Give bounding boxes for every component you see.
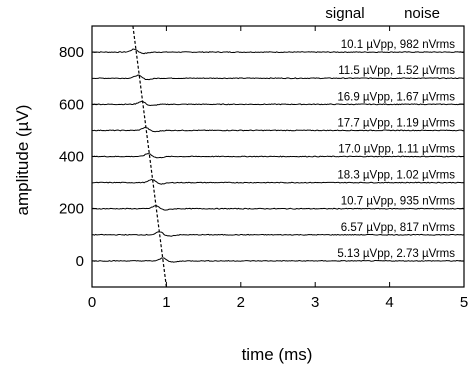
x-tick-label: 3: [311, 294, 319, 311]
trace-label: 10.1 µVpp, 982 nVrms: [341, 39, 455, 51]
x-tick-label: 1: [162, 294, 170, 311]
y-tick-label: 400: [59, 149, 84, 166]
trace-label: 16.9 µVpp, 1.67 µVrms: [337, 91, 455, 103]
signal-column-header: signal: [325, 5, 364, 22]
y-tick-label: 200: [59, 201, 84, 218]
y-axis-label: amplitude (µV): [13, 105, 32, 216]
trace-label: 17.0 µVpp, 1.11 µVrms: [338, 144, 455, 156]
trace-label: 18.3 µVpp, 1.02 µVrms: [337, 170, 455, 182]
trace-labels: 10.1 µVpp, 982 nVrms 11.5 µVpp, 1.52 µVrm…: [337, 39, 455, 260]
y-tick-label: 0: [76, 253, 84, 270]
traces: [91, 48, 465, 263]
trace-label: 6.57 µVpp, 817 nVrms: [341, 222, 455, 234]
trace-line: [91, 126, 465, 133]
trace-line: [91, 231, 465, 237]
trace-line: [91, 100, 465, 107]
trace-line: [91, 257, 465, 263]
trace-line: [91, 178, 465, 185]
x-tick-label: 5: [460, 294, 468, 311]
x-tick-label: 2: [237, 294, 245, 311]
trace-label: 5.13 µVpp, 2.73 µVrms: [337, 248, 455, 260]
x-axis-label: time (ms): [242, 345, 313, 364]
y-tick-label: 600: [59, 96, 84, 113]
noise-column-header: noise: [404, 5, 440, 22]
y-tick-label: 800: [59, 44, 84, 61]
x-ticks: 0 1 2 3 4 5: [88, 26, 468, 311]
y-ticks: 0 200 400 600 800: [59, 44, 464, 270]
trace-line: [91, 153, 465, 159]
trace-label: 10.7 µVpp, 935 nVrms: [341, 196, 455, 208]
x-tick-label: 4: [385, 294, 393, 311]
trace-line: [91, 48, 465, 55]
trace-line: [91, 205, 465, 211]
latency-dashed-line: [132, 25, 167, 288]
trace-label: 11.5 µVpp, 1.52 µVrms: [338, 65, 455, 77]
trace-line: [91, 74, 465, 81]
trace-label: 17.7 µVpp, 1.19 µVrms: [337, 117, 455, 129]
x-tick-label: 0: [88, 294, 96, 311]
